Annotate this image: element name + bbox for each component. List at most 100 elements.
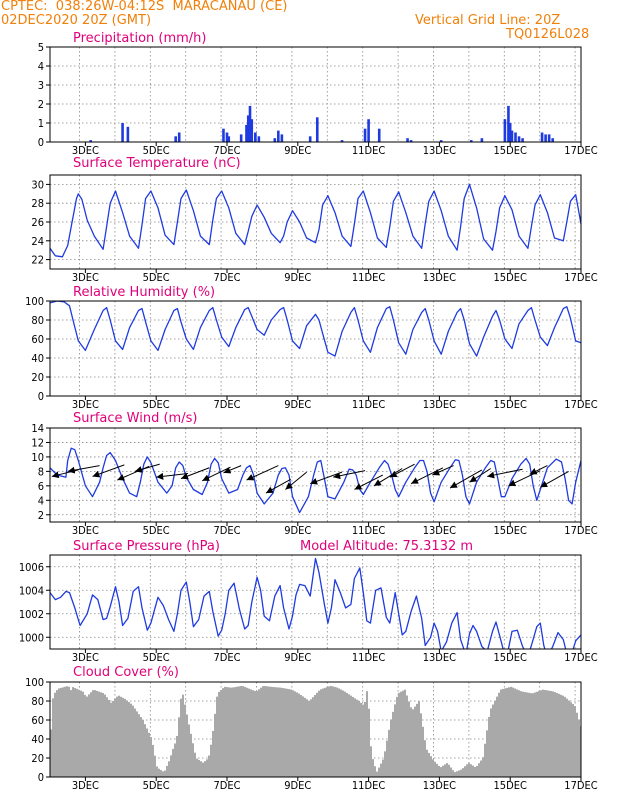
y-tick-label: 20 [31,752,44,765]
x-tick-label: 17DEC [564,398,597,411]
cloud-bar [164,770,166,777]
cloud-bar [160,770,162,777]
panel-title: Relative Humidity (%) [73,285,215,300]
cloud-bar [410,707,412,777]
cloud-bar [342,690,344,777]
x-tick-label: 11DEC [352,398,385,411]
cloud-bar [434,761,436,777]
cloud-bar [304,697,306,777]
cloud-bar [418,701,420,777]
cloud-bar [464,766,466,777]
cloud-bar [120,696,122,777]
x-tick-label: 15DEC [494,398,527,411]
precip-bar [246,115,250,142]
cloud-bar [156,766,158,777]
wind-vector [285,471,307,490]
y-tick-label: 0 [38,390,44,403]
cloud-bar [286,688,288,777]
cloud-bar [282,688,284,777]
cloud-bar [166,765,168,777]
y-tick-label: 0 [38,771,44,784]
header-grid-line: Vertical Grid Line: 20Z [415,13,561,28]
cloud-bar [488,716,490,777]
x-tick-label: 13DEC [423,524,456,537]
cloud-bar [520,691,522,777]
cloud-bar [368,708,370,777]
cloud-bar [250,689,252,777]
plot-area [89,105,554,142]
cloud-bar [544,689,546,777]
cloud-bar [426,749,428,777]
cloud-bar [354,698,356,777]
cloud-bar [80,690,82,777]
cloud-bar [210,744,212,777]
header-datetime: 02DEC2020 20Z (GMT) [1,13,152,28]
y-tick-label: 40 [31,352,44,365]
cloud-bar [540,690,542,777]
cloud-bar [370,746,372,777]
cloud-bar [58,688,60,777]
cloud-bar [306,699,308,777]
x-tick-label: 15DEC [494,524,527,537]
cloud-bar [558,693,560,777]
cloud-bar [256,690,258,777]
plot-area [50,685,581,777]
cloud-bar [124,698,126,777]
cloud-bar [486,730,488,777]
cloud-bar [278,687,280,777]
precip-bar [273,138,277,142]
precip-bar [514,132,517,142]
x-tick-label: 17DEC [564,524,597,537]
x-tick-label: 15DEC [494,271,527,284]
cloud-bar [254,690,256,777]
y-tick-label: 80 [31,314,44,327]
wind-vector [92,464,125,478]
cloud-bar [416,703,418,777]
cloud-bar [296,692,298,777]
precip-bar [377,128,381,142]
x-tick-label: 7DEC [213,651,240,664]
x-tick-label: 13DEC [423,271,456,284]
header-model-id: TQ0126L028 [506,27,590,42]
cloud-bar [348,694,350,777]
cloud-bar [398,692,400,777]
cloud-bar [206,759,208,777]
cloud-bar [578,719,580,777]
header-location: CPTEC: 038:26W-04:12S MARACANAU (CE) [1,0,288,14]
cloud-bar [496,696,498,777]
cloud-bar [232,687,234,777]
cloud-bar [312,697,314,777]
cloud-bar [88,694,90,777]
plot-frame [49,427,582,523]
cloud-bar [94,690,96,777]
cloud-bar [264,686,266,777]
plot-area [50,557,581,649]
cloud-bar [234,687,236,777]
y-tick-label: 80 [31,695,44,708]
cloud-bar [146,728,148,777]
precip-bar [222,128,225,142]
cloud-bar [382,759,384,777]
precip-bar [551,138,554,142]
wind-vector [180,467,210,480]
x-tick-label: 11DEC [352,651,385,664]
x-tick-label: 9DEC [284,271,311,284]
cloud-bar [72,687,74,777]
cloud-bar [134,708,136,777]
plot-frame [49,46,582,143]
cloud-bar [108,699,110,777]
wind-vector [354,474,383,490]
cloud-bar [180,698,182,777]
precip-bar [480,138,484,142]
cloud-bar [244,686,246,777]
cloud-bar [340,689,342,777]
series-line [50,557,581,649]
cloud-bar [532,693,534,777]
x-tick-label: 15DEC [494,651,527,664]
cloud-bar [226,687,228,777]
wind-vector [432,465,454,476]
cloud-bar [162,771,164,777]
cloud-bar [570,702,572,777]
cloud-bar [554,692,556,777]
x-tick-label: 5DEC [143,144,170,157]
